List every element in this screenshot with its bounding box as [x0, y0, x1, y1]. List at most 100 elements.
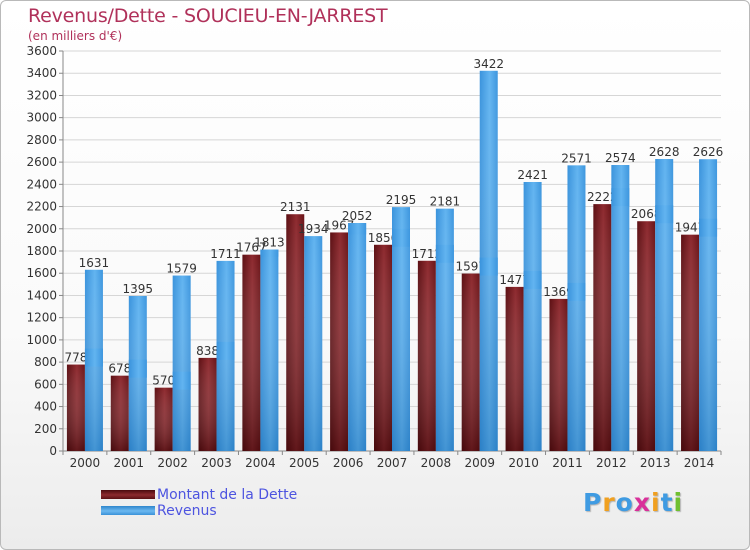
data-label-dette: 1369: [543, 285, 574, 299]
x-tick-label: 2003: [201, 456, 232, 470]
y-tick-label: 2000: [26, 222, 57, 236]
x-tick-label: 2012: [596, 456, 627, 470]
data-label-dette: 778: [64, 351, 87, 365]
bar-revenus-overlap: [435, 244, 454, 263]
bar-dette-shade: [198, 357, 217, 451]
bar-dette-shade: [330, 232, 349, 451]
data-label-revenus: 1711: [210, 247, 241, 261]
data-label-revenus: 1579: [166, 262, 197, 276]
y-tick-label: 0: [49, 444, 57, 458]
y-tick-label: 2400: [26, 177, 57, 191]
data-label-revenus: 1813: [254, 236, 285, 250]
bar-dette-shade: [461, 273, 480, 451]
data-label-revenus: 3422: [473, 57, 504, 71]
bar-dette-shade: [154, 387, 173, 451]
y-tick-label: 400: [34, 400, 57, 414]
data-label-revenus: 2626: [693, 145, 724, 159]
data-label-revenus: 2571: [561, 151, 592, 165]
x-tick-label: 2005: [289, 456, 320, 470]
bar-dette-shade: [242, 254, 261, 451]
bar-dette-shade: [110, 375, 129, 451]
y-tick-label: 1600: [26, 266, 57, 280]
y-tick-label: 800: [34, 355, 57, 369]
bar-revenus-overlap: [172, 371, 191, 390]
bar-revenus-shade: [611, 165, 630, 451]
bar-revenus-shade: [348, 223, 367, 451]
x-tick-label: 2013: [640, 456, 671, 470]
bar-revenus-overlap: [611, 188, 630, 207]
data-label-dette: 1712: [412, 247, 443, 261]
y-tick-label: 3400: [26, 66, 57, 80]
legend-label-revenus: Revenus: [157, 503, 217, 519]
data-label-revenus: 2195: [386, 193, 417, 207]
y-tick-label: 2800: [26, 133, 57, 147]
bar-revenus-shade: [523, 182, 542, 451]
x-tick-label: 2011: [552, 456, 583, 470]
bar-revenus-shade: [392, 207, 410, 451]
legend-swatch-revenus: [101, 506, 155, 515]
data-label-dette: 1477: [499, 273, 530, 287]
x-tick-label: 2001: [114, 456, 145, 470]
bar-revenus-shade: [699, 159, 718, 451]
y-tick-label: 3000: [26, 111, 57, 125]
x-tick-label: 2010: [508, 456, 539, 470]
data-label-dette: 838: [196, 344, 219, 358]
bar-revenus-shade: [304, 236, 323, 451]
bar-revenus-shade: [172, 275, 191, 451]
data-label-revenus: 1934: [298, 222, 329, 236]
bar-revenus-overlap: [567, 282, 586, 301]
bar-revenus-overlap: [128, 359, 147, 378]
y-tick-label: 1400: [26, 288, 57, 302]
x-tick-label: 2007: [377, 456, 408, 470]
x-tick-label: 2009: [464, 456, 495, 470]
bar-revenus-shade: [260, 249, 279, 451]
data-label-revenus: 2628: [649, 145, 680, 159]
bar-dette-shade: [417, 260, 436, 451]
y-tick-label: 2200: [26, 200, 57, 214]
x-tick-label: 2008: [421, 456, 452, 470]
data-label-dette: 570: [152, 374, 175, 388]
bar-revenus-overlap: [655, 205, 674, 224]
data-label-dette: 2068: [631, 207, 662, 221]
bar-dette-shade: [637, 221, 656, 451]
chart-subtitle: (en milliers d'€): [28, 29, 123, 43]
y-tick-label: 2600: [26, 155, 57, 169]
bar-revenus-overlap: [523, 270, 542, 289]
y-tick-label: 3600: [26, 44, 57, 58]
bar-dette-shade: [66, 364, 85, 451]
chart-title: Revenus/Dette - SOUCIEU-EN-JARREST: [28, 5, 388, 27]
y-tick-label: 1000: [26, 333, 57, 347]
bar-revenus-overlap: [84, 348, 103, 367]
data-label-dette: 1856: [368, 231, 399, 245]
bar-dette-shade: [374, 244, 392, 451]
data-label-revenus: 2052: [342, 209, 373, 223]
bar-revenus-overlap: [348, 223, 367, 235]
bar-revenus-shade: [655, 159, 674, 451]
x-tick-label: 2014: [684, 456, 715, 470]
bar-dette-shade: [593, 204, 612, 451]
bar-dette-shade: [549, 298, 568, 451]
bar-revenus-shade: [567, 165, 586, 452]
data-label-dette: 2131: [280, 200, 311, 214]
y-tick-label: 3200: [26, 88, 57, 102]
proxiti-logo: Proxiti: [583, 488, 684, 517]
bar-revenus-overlap: [479, 257, 498, 276]
data-label-dette: 1767: [236, 241, 267, 255]
data-label-revenus: 1631: [79, 256, 110, 270]
x-tick-label: 2006: [333, 456, 364, 470]
data-label-dette: 1597: [455, 260, 486, 274]
bar-revenus-overlap: [216, 341, 235, 360]
x-tick-label: 2000: [70, 456, 101, 470]
bar-dette-shade: [505, 286, 524, 451]
y-tick-label: 600: [34, 377, 57, 391]
bar-revenus-overlap: [699, 218, 718, 237]
legend-swatch-dette: [101, 490, 155, 499]
bar-dette-shade: [286, 214, 305, 451]
data-label-dette: 2222: [587, 190, 618, 204]
data-label-dette: 1947: [675, 221, 706, 235]
y-tick-label: 200: [34, 422, 57, 436]
legend-label-dette: Montant de la Dette: [157, 487, 298, 503]
data-label-dette: 1967: [324, 218, 355, 232]
